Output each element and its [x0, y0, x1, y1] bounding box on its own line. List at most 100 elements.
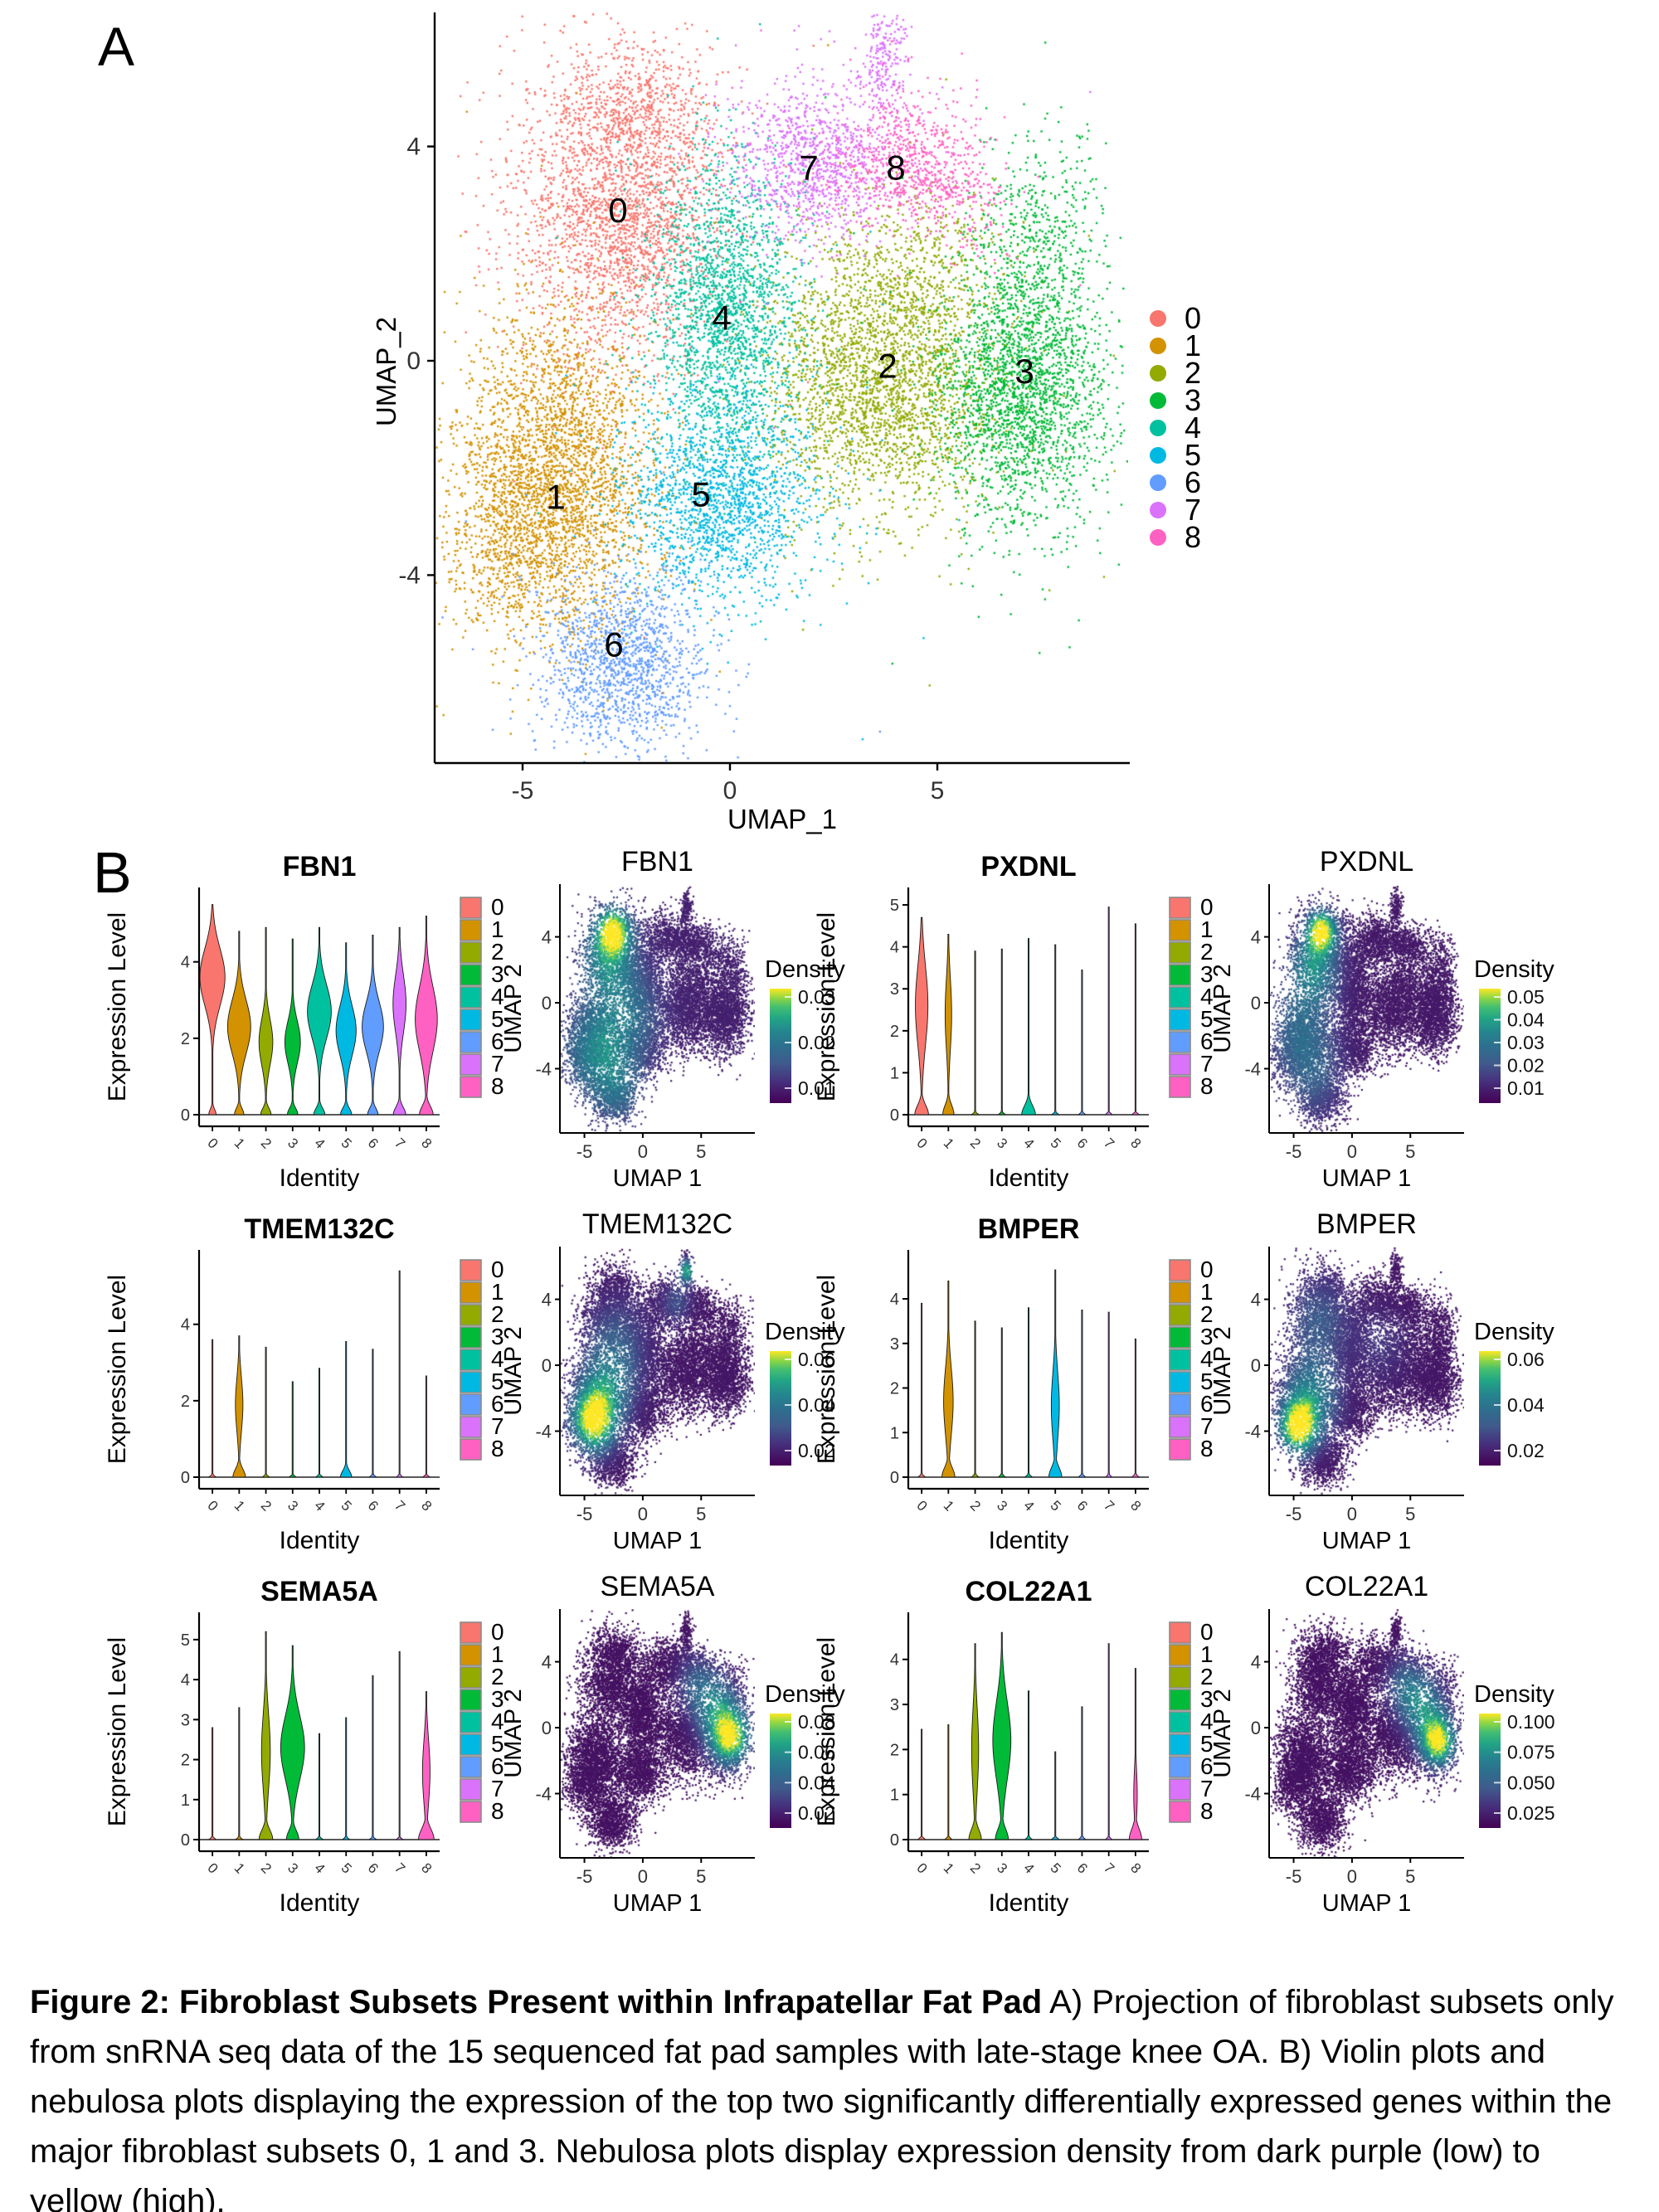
density-colorbar	[1479, 1351, 1501, 1466]
expression-tick-label: 4	[890, 939, 899, 957]
legend-dot-cluster-7	[1150, 502, 1166, 518]
violin-legend-label-0: 0	[491, 894, 504, 920]
expression-axis-title: Expression Level	[104, 912, 131, 1101]
panel-b-label: B	[93, 840, 132, 905]
violin-shape-cluster-4	[1024, 1690, 1034, 1840]
umap1-axis-title: UMAP 1	[1322, 1890, 1411, 1917]
violin-legend-label-2: 2	[1200, 939, 1214, 965]
violin-shape-cluster-7	[1104, 907, 1114, 1116]
density-legend-value: 0.02	[1507, 1440, 1545, 1461]
identity-tick-label: 0	[204, 1498, 221, 1514]
violin-legend-label-3: 3	[491, 961, 504, 987]
violin-shape-cluster-0	[917, 1728, 927, 1840]
violin-legend-label-8: 8	[491, 1798, 504, 1824]
violin-shape-cluster-6	[1077, 970, 1087, 1116]
violin-legend-label-2: 2	[491, 939, 504, 965]
legend-dot-cluster-0	[1150, 310, 1166, 327]
violin-legend-label-7: 7	[491, 1413, 504, 1439]
violin-shape-cluster-8	[1128, 1668, 1142, 1840]
expression-tick-label: 2	[890, 1380, 899, 1398]
violin-legend-label-3: 3	[491, 1324, 504, 1349]
identity-tick-label: 7	[392, 1135, 408, 1152]
violin-shape-cluster-2	[260, 1346, 271, 1478]
violin-legend-label-0: 0	[491, 1257, 504, 1282]
identity-tick-label: 5	[1048, 1498, 1064, 1514]
violin-shape-cluster-7	[395, 1270, 404, 1478]
umap1-tick-label: 0	[638, 1141, 648, 1162]
umap1-axis-title: UMAP 1	[1322, 1528, 1411, 1554]
umap2-axis-title: UMAP 2	[1209, 1689, 1236, 1777]
identity-tick-label: 1	[231, 1498, 248, 1514]
identity-tick-label: 5	[338, 1860, 355, 1877]
umap2-tick-label: -4	[535, 1784, 552, 1805]
violin-legend-swatch-5	[1169, 1733, 1191, 1756]
violin-legend-swatch-3	[1169, 1326, 1191, 1349]
violin-legend-swatch-6	[460, 1031, 482, 1053]
violin-legend-label-2: 2	[1200, 1301, 1214, 1327]
nebulosa-title: PXDNL	[1320, 846, 1413, 878]
violin-shape-cluster-8	[418, 1691, 435, 1840]
identity-tick-label: 0	[204, 1860, 221, 1877]
violin-legend-swatch-8	[460, 1438, 482, 1461]
umap1-tick-label: -5	[577, 1866, 593, 1887]
violin-legend-swatch-7	[1169, 1053, 1191, 1076]
violin-shape-cluster-0	[199, 904, 226, 1116]
umap1-tick-label: 0	[1347, 1866, 1357, 1887]
violin-shape-cluster-5	[1050, 1751, 1060, 1840]
density-legend-value: 0.05	[1507, 986, 1545, 1008]
identity-tick-label: 0	[913, 1498, 930, 1514]
density-legend-value: 0.03	[1507, 1032, 1545, 1053]
identity-tick-label: 4	[311, 1135, 328, 1152]
umap1-tick-label: -5	[1286, 1141, 1302, 1162]
cluster-number-label: 0	[608, 191, 627, 230]
violin-legend-label-3: 3	[491, 1686, 504, 1712]
nebulosa-title: BMPER	[1316, 1208, 1417, 1240]
nebulosa-canvas-TMEM132C	[560, 1247, 755, 1495]
nebulosa-svg-BMPER: BMPER 4 0 -4 -5 0 5 UMAP 1 UMAP 2 Density 0.06 0.04…	[1209, 1208, 1554, 1554]
violin-legend-swatch-2	[1169, 941, 1191, 964]
identity-axis-title: Identity	[989, 1527, 1069, 1554]
nebulosa-plot-FBN1: FBN1 4 0 -4 -5 0 5 UMAP 1 UMAP 2 Density 0.03 0.02 0…	[489, 844, 904, 1209]
density-legend-title: Density	[765, 956, 845, 983]
violin-legend-swatch-1	[1169, 1281, 1191, 1304]
violin-shape-cluster-8	[1131, 1338, 1141, 1478]
expression-tick-label: 1	[890, 1787, 899, 1805]
violin-legend-swatch-8	[460, 1076, 482, 1098]
identity-axis-title: Identity	[280, 1164, 360, 1192]
y-tick-label: 0	[406, 348, 421, 375]
violin-legend-label-3: 3	[1200, 961, 1214, 987]
identity-tick-label: 2	[967, 1135, 984, 1152]
violin-legend-label-2: 2	[1200, 1664, 1214, 1689]
density-legend-value: 0.050	[1507, 1772, 1555, 1793]
violin-legend-label-1: 1	[1200, 916, 1214, 942]
umap2-axis-title: UMAP 2	[500, 1689, 527, 1777]
violin-legend-label-5: 5	[491, 1006, 504, 1032]
violin-shape-cluster-4	[1021, 938, 1036, 1116]
violin-legend-label-1: 1	[491, 916, 504, 942]
violin-legend-swatch-4	[1169, 1349, 1191, 1371]
identity-tick-label: 5	[338, 1498, 355, 1514]
expression-tick-label: 1	[890, 1424, 899, 1442]
identity-tick-label: 8	[418, 1135, 435, 1152]
density-legend-title: Density	[1474, 1681, 1554, 1708]
legend-dot-cluster-2	[1150, 365, 1166, 382]
nebulosa-canvas-SEMA5A	[560, 1609, 755, 1858]
nebulosa-plot-BMPER: BMPER 4 0 -4 -5 0 5 UMAP 1 UMAP 2 Density 0.06 0.04…	[1199, 1207, 1613, 1572]
violin-legend-label-1: 1	[491, 1641, 504, 1667]
legend-dot-cluster-6	[1150, 474, 1166, 491]
violin-legend-swatch-3	[460, 964, 482, 986]
legend-label-cluster-7: 7	[1185, 493, 1201, 527]
legend-label-cluster-3: 3	[1185, 383, 1201, 417]
figure-caption: Figure 2: Fibroblast Subsets Present wit…	[30, 1977, 1632, 2212]
violin-legend-label-5: 5	[1200, 1731, 1214, 1757]
identity-tick-label: 3	[285, 1860, 301, 1877]
umap2-tick-label: 0	[1251, 993, 1261, 1014]
violin-shape-cluster-5	[1050, 944, 1061, 1116]
identity-tick-label: 5	[1048, 1860, 1064, 1877]
violin-plot-COL22A1: COL22A1 0 1 2 3 4 5 6 7 8 0 1 2 3 4 Identity Expression …	[796, 1569, 1261, 1934]
identity-tick-label: 0	[913, 1860, 930, 1877]
expression-tick-label: 0	[181, 1831, 190, 1850]
